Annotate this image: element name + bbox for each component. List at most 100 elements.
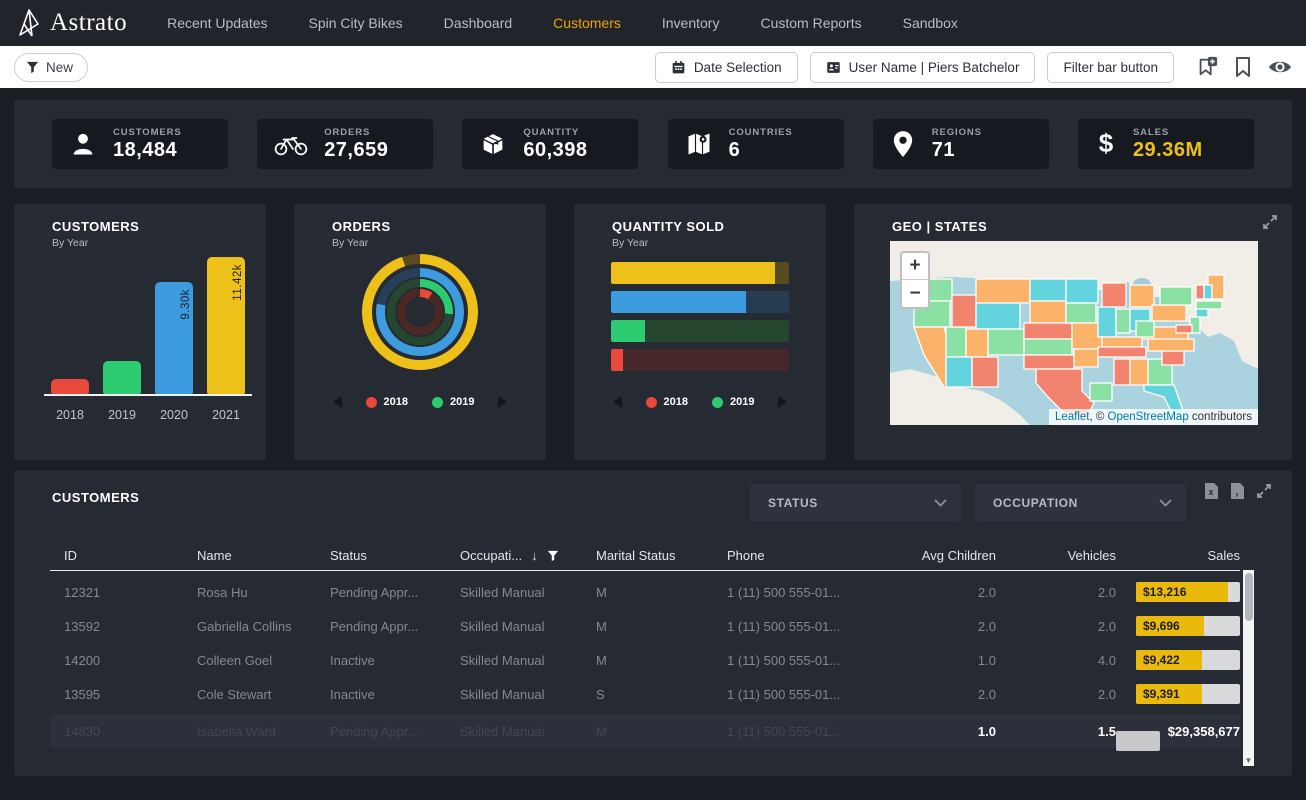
legend-prev-arrow-icon[interactable]: [612, 396, 622, 408]
eye-icon[interactable]: [1268, 58, 1292, 76]
table-row[interactable]: 13595 Cole Stewart Inactive Skilled Manual…: [50, 677, 1240, 711]
expand-icon[interactable]: [1256, 483, 1272, 499]
kpi-label: CUSTOMERS: [113, 126, 182, 138]
user-label: User Name | Piers Batchelor: [848, 59, 1020, 75]
export-csv-icon[interactable]: ,: [1230, 482, 1245, 500]
kpi-regions: REGIONS 71: [872, 119, 1049, 169]
bar-2019[interactable]: [103, 361, 141, 394]
col-status[interactable]: Status: [330, 548, 367, 563]
col-vehicles[interactable]: Vehicles: [1067, 548, 1116, 563]
filter-bar-button[interactable]: Filter bar button: [1047, 51, 1174, 83]
toolbar: New Date Selection User Name | Piers Bat…: [0, 46, 1306, 88]
funnel-icon[interactable]: [547, 550, 559, 562]
status-filter-dropdown[interactable]: STATUS: [750, 484, 961, 521]
user-button[interactable]: User Name | Piers Batchelor: [809, 51, 1036, 83]
svg-text:,: ,: [1235, 486, 1238, 498]
tick-label: 2019: [108, 408, 136, 422]
osm-link[interactable]: OpenStreetMap: [1107, 411, 1189, 423]
col-avg-children[interactable]: Avg Children: [921, 548, 996, 563]
legend-dot: [645, 396, 657, 408]
kpi-value: 27,659: [324, 138, 389, 161]
scrollbar-thumb[interactable]: [1244, 573, 1253, 621]
customers-table-panel: CUSTOMERS STATUS OCCUPATION x ,: [14, 470, 1292, 776]
legend-dot: [365, 396, 377, 408]
person-icon: [73, 133, 93, 155]
panel-title: GEO | STATES: [892, 219, 988, 234]
bar-value-label: 9.30k: [180, 289, 192, 320]
nav-item-spin-city-bikes[interactable]: Spin City Bikes: [308, 15, 403, 31]
legend-next-arrow-icon[interactable]: [498, 396, 508, 408]
bookmark-icon[interactable]: [1233, 56, 1253, 78]
col-id[interactable]: ID: [64, 548, 77, 563]
table-totals-row: 14830 Isabella Ward Pending Appr... Skil…: [50, 714, 1240, 751]
col-occupation[interactable]: Occupati... ↓: [460, 548, 596, 563]
col-sales[interactable]: Sales: [1207, 548, 1240, 563]
brand-logo[interactable]: Astrato: [16, 8, 127, 38]
legend-item-2018[interactable]: 2018: [365, 396, 408, 408]
dollar-icon: $: [1099, 129, 1114, 158]
date-selection-button[interactable]: Date Selection: [654, 51, 798, 83]
customers-chart-panel: CUSTOMERS By Year 9.30k 11.42k 2018 2019…: [14, 204, 266, 460]
new-filter-button[interactable]: New: [14, 52, 89, 82]
table-row[interactable]: 13592 Gabriella Collins Pending Appr... Sk…: [50, 609, 1240, 643]
quantity-chart-panel: QUANTITY SOLD By Year 2018 2019: [574, 204, 826, 460]
orders-chart-panel: ORDERS By Year 2018 2019: [294, 204, 546, 460]
bookmark-add-icon[interactable]: [1196, 56, 1218, 78]
hbar-2018[interactable]: [611, 349, 789, 371]
tick-label: 2018: [56, 408, 84, 422]
occupation-filter-dropdown[interactable]: OCCUPATION: [975, 484, 1186, 521]
chart-title: ORDERS: [332, 219, 391, 234]
kpi-label: QUANTITY: [523, 126, 580, 138]
scrollbar-down-arrow-icon[interactable]: ▼: [1244, 756, 1253, 765]
legend-item-2018[interactable]: 2018: [645, 396, 688, 408]
hbar-2019[interactable]: [611, 320, 789, 342]
nav-item-recent-updates[interactable]: Recent Updates: [167, 15, 268, 31]
zoom-in-button[interactable]: +: [902, 253, 928, 280]
kpi-value: 6: [728, 138, 741, 161]
legend-dot: [432, 396, 443, 408]
col-phone[interactable]: Phone: [727, 548, 765, 563]
kpi-orders: ORDERS 27,659: [257, 119, 434, 169]
user-badge-icon: [826, 61, 840, 73]
tick-label: 2021: [212, 408, 240, 422]
bar-2021[interactable]: 11.42k: [207, 257, 245, 394]
bar-value-label: 11.42k: [232, 264, 244, 301]
expand-icon[interactable]: [1262, 214, 1278, 230]
nav-item-inventory[interactable]: Inventory: [661, 15, 720, 31]
legend-item-2019[interactable]: 2019: [432, 396, 474, 408]
us-states-map[interactable]: + − Leaflet, © OpenStreetMap contributor…: [890, 241, 1258, 425]
donut-chart[interactable]: [362, 254, 478, 370]
chart-title: QUANTITY SOLD: [612, 219, 725, 234]
kpi-row: CUSTOMERS 18,484 ORDERS 27,659: [14, 100, 1292, 188]
col-marital-status[interactable]: Marital Status: [596, 548, 676, 563]
nav-item-dashboard[interactable]: Dashboard: [443, 15, 513, 31]
leaflet-link[interactable]: Leaflet: [1054, 411, 1090, 423]
bar-chart: 9.30k 11.42k: [48, 234, 248, 394]
legend-next-arrow-icon[interactable]: [778, 396, 788, 408]
nav-item-sandbox[interactable]: Sandbox: [902, 15, 958, 31]
table-row[interactable]: 14200 Colleen Goel Inactive Skilled Manual…: [50, 643, 1240, 677]
sort-desc-icon[interactable]: ↓: [531, 548, 538, 563]
legend-prev-arrow-icon[interactable]: [332, 396, 342, 408]
bar-2018[interactable]: [51, 379, 89, 394]
kpi-label: REGIONS: [931, 126, 982, 138]
brand-name: Astrato: [50, 9, 128, 36]
kpi-sales: $ SALES 29.36M: [1077, 119, 1254, 169]
legend-item-2019[interactable]: 2019: [712, 396, 754, 408]
kpi-label: ORDERS: [324, 126, 371, 138]
bar-2020[interactable]: 9.30k: [155, 282, 193, 394]
nav-item-customers[interactable]: Customers: [553, 15, 621, 31]
export-excel-icon[interactable]: x: [1204, 482, 1219, 500]
zoom-out-button[interactable]: −: [909, 282, 921, 304]
map-zoom-control: + −: [900, 251, 930, 309]
dashboard-body: CUSTOMERS 18,484 ORDERS 27,659: [0, 88, 1306, 800]
nav-item-custom-reports[interactable]: Custom Reports: [760, 15, 862, 31]
hbar-2021[interactable]: [611, 262, 789, 284]
table-scrollbar[interactable]: ▼: [1243, 570, 1254, 766]
table-title: CUSTOMERS: [52, 490, 140, 505]
chart-subtitle: By Year: [612, 237, 649, 249]
table-row[interactable]: 12321 Rosa Hu Pending Appr... Skilled Manu…: [50, 575, 1240, 609]
total-vehicles: 1.5: [1097, 723, 1116, 739]
hbar-2020[interactable]: [611, 291, 789, 313]
col-name[interactable]: Name: [197, 548, 232, 563]
